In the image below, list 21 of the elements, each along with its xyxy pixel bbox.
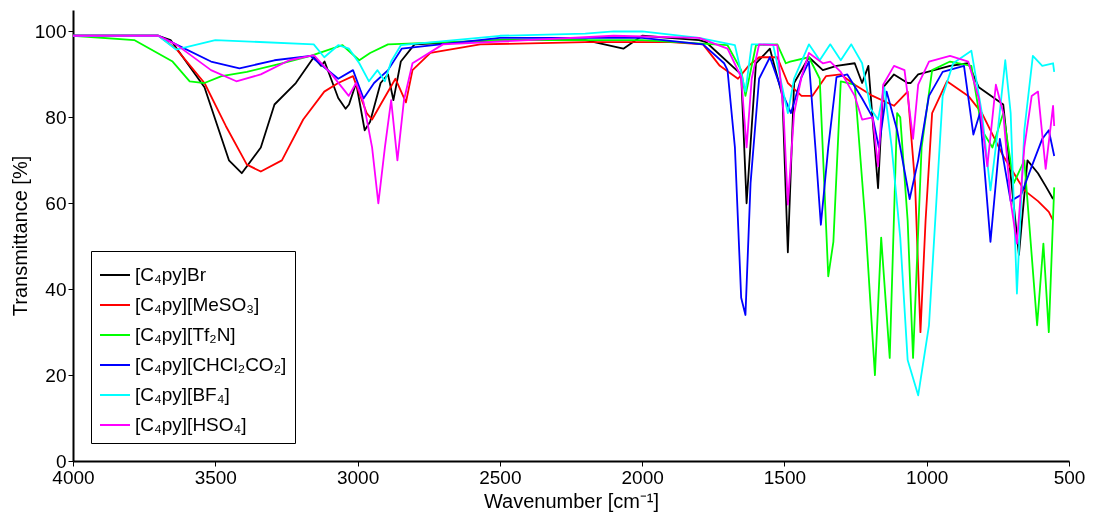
legend-label: [C₄py][HSO₄] bbox=[135, 414, 247, 435]
x-tick-label: 1000 bbox=[906, 466, 949, 488]
legend-label: [C₄py][Tf₂N] bbox=[135, 324, 236, 345]
y-tick-label: 100 bbox=[34, 20, 67, 42]
legend-label: [C₄py][MeSO₃] bbox=[135, 294, 260, 315]
y-tick-label: 60 bbox=[45, 192, 67, 214]
y-tick-label: 20 bbox=[45, 364, 67, 386]
y-axis-title: Transmittance [%] bbox=[8, 155, 31, 317]
y-tick-label: 40 bbox=[45, 278, 67, 300]
x-tick-label: 1500 bbox=[763, 466, 807, 488]
y-tick-label: 0 bbox=[55, 450, 67, 472]
x-axis-title: Wavenumber [cm⁻¹] bbox=[483, 489, 660, 512]
legend-label: [C₄py]Br bbox=[135, 264, 207, 285]
legend-label: [C₄py][BF₄] bbox=[135, 384, 230, 405]
x-tick-label: 500 bbox=[1053, 466, 1086, 488]
x-tick-label: 2500 bbox=[479, 466, 522, 488]
y-tick-label: 80 bbox=[45, 106, 67, 128]
legend-label: [C₄py][CHCl₂CO₂] bbox=[135, 354, 287, 375]
x-tick-label: 3500 bbox=[194, 466, 237, 488]
x-tick-label: 3000 bbox=[336, 466, 380, 488]
x-tick-label: 2000 bbox=[621, 466, 664, 488]
